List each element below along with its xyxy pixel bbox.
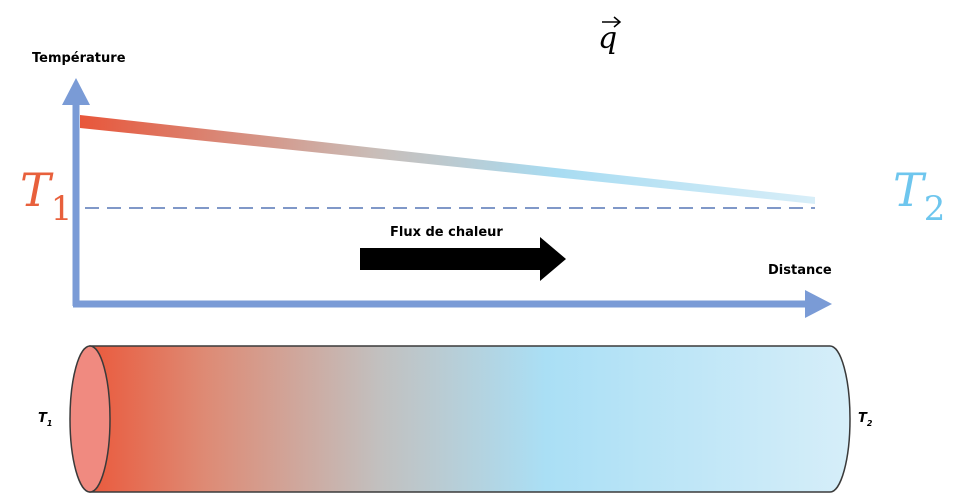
t2-subscript: 2 (924, 189, 946, 229)
t1-symbol: T (20, 163, 54, 217)
x-axis-label: Distance (768, 263, 832, 278)
x-axis-arrowhead (805, 290, 832, 318)
y-axis-arrowhead (62, 78, 90, 105)
diagram: q Température Distance T1 T2 Flux de cha… (0, 0, 966, 495)
cylinder-right-label: T2 (858, 411, 873, 428)
cylinder-left-face (70, 346, 110, 492)
temperature-line (80, 115, 815, 204)
cylinder-left-subscript: 1 (47, 419, 53, 428)
y-axis-label: Température (32, 51, 126, 66)
flow-label: Flux de chaleur (390, 225, 503, 240)
t2-symbol: T (893, 163, 927, 217)
flow-arrow (360, 237, 566, 281)
cylinder-body (90, 346, 850, 492)
cylinder-left-label: T1 (38, 411, 52, 428)
cylinder-right-subscript: 2 (867, 419, 873, 428)
t1-subscript: 1 (51, 189, 73, 229)
t1-label: T1 (20, 163, 72, 229)
t2-label: T2 (893, 163, 945, 229)
